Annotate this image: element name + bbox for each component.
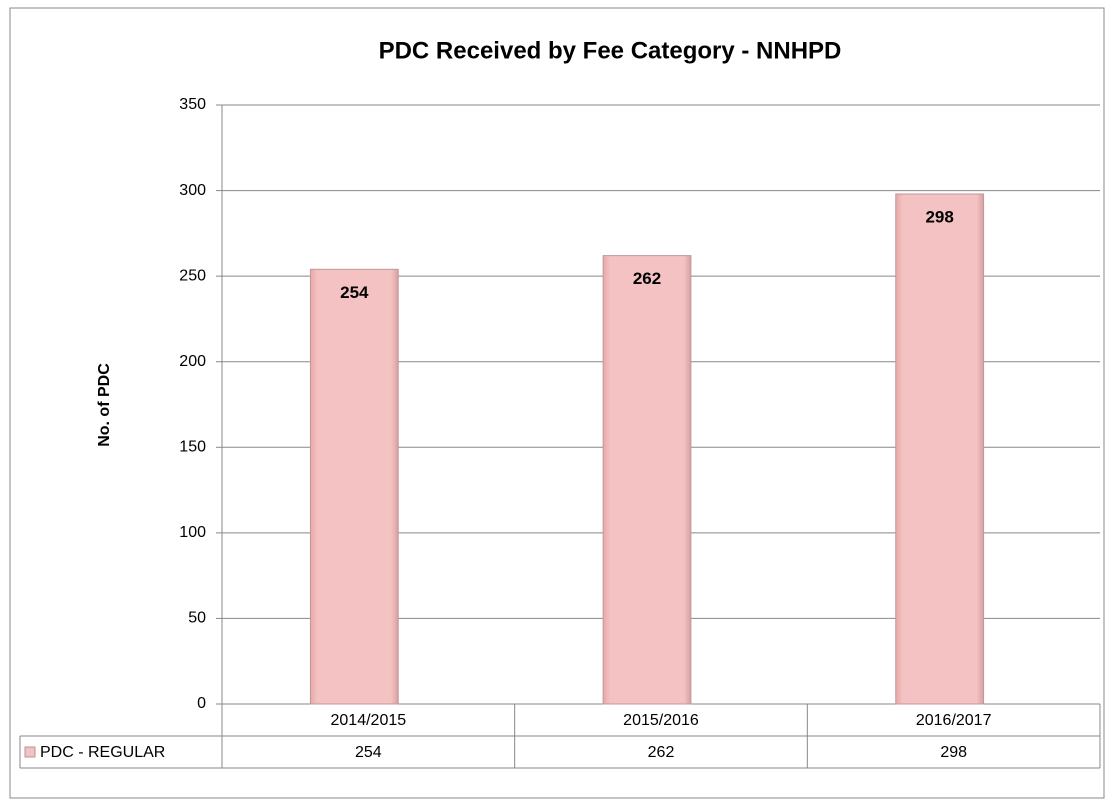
bar bbox=[602, 255, 692, 705]
y-tick-label: 150 bbox=[179, 439, 206, 456]
y-tick-label: 200 bbox=[179, 353, 206, 370]
table-value: 262 bbox=[648, 744, 675, 761]
legend-label: PDC - REGULAR bbox=[40, 744, 165, 761]
chart-title: PDC Received by Fee Category - NNHPD bbox=[379, 37, 842, 64]
bar bbox=[895, 193, 985, 705]
data-label: 262 bbox=[633, 269, 661, 288]
x-tick-label: 2015/2016 bbox=[623, 712, 699, 729]
data-label: 254 bbox=[340, 283, 369, 302]
y-tick-label: 250 bbox=[179, 267, 206, 284]
y-tick-label: 0 bbox=[197, 695, 206, 712]
data-label: 298 bbox=[925, 207, 953, 226]
y-tick-label: 300 bbox=[179, 182, 206, 199]
y-tick-label: 350 bbox=[179, 96, 206, 113]
x-tick-label: 2014/2015 bbox=[331, 712, 407, 729]
y-axis-title: No. of PDC bbox=[96, 363, 113, 447]
y-tick-label: 50 bbox=[188, 610, 206, 627]
table-value: 254 bbox=[355, 744, 382, 761]
bar bbox=[309, 268, 399, 705]
x-tick-label: 2016/2017 bbox=[916, 712, 992, 729]
table-value: 298 bbox=[940, 744, 967, 761]
y-tick-label: 100 bbox=[179, 524, 206, 541]
legend-swatch bbox=[24, 746, 36, 758]
